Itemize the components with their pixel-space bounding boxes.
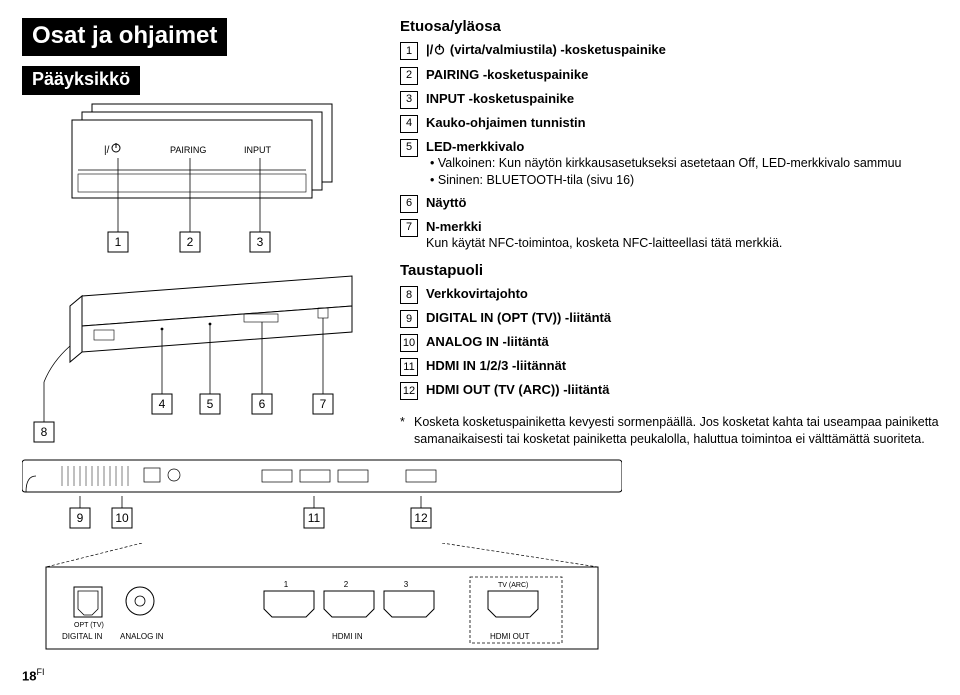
- figure-front-svg: |/ PAIRING INPUT 1 2 3: [22, 98, 372, 258]
- item-7: 7 N-merkki Kun käytät NFC-toimintoa, kos…: [400, 218, 940, 252]
- label-hdmiin: HDMI IN: [332, 632, 363, 641]
- label-11: HDMI IN 1/2/3 -liitännät: [426, 358, 566, 373]
- svg-text:|/: |/: [104, 145, 110, 156]
- label-pairing: PAIRING: [170, 145, 206, 155]
- label-10: ANALOG IN -liitäntä: [426, 334, 549, 349]
- callout-7: 7: [320, 397, 327, 411]
- page-footer: 18FI: [22, 667, 44, 683]
- page-title: Osat ja ohjaimet: [22, 18, 227, 56]
- item-10: 10 ANALOG IN -liitäntä: [400, 333, 940, 352]
- figure-front: |/ PAIRING INPUT 1 2 3: [22, 98, 372, 446]
- numbox-6: 6: [400, 195, 418, 213]
- label-2: PAIRING -kosketuspainike: [426, 67, 588, 82]
- numbox-11: 11: [400, 358, 418, 376]
- label-7: N-merkki: [426, 218, 940, 236]
- label-12: HDMI OUT (TV (ARC)) -liitäntä: [426, 382, 609, 397]
- label-hdmiout: HDMI OUT: [490, 632, 530, 641]
- callout-8: 8: [41, 425, 48, 439]
- label-tvarc: TV (ARC): [498, 582, 528, 589]
- numbox-4: 4: [400, 115, 418, 133]
- callout-9: 9: [77, 511, 84, 525]
- callout-4: 4: [159, 397, 166, 411]
- label-8: Verkkovirtajohto: [426, 286, 528, 301]
- label-1: |/ (virta/valmiustila) -kosketuspainike: [426, 42, 666, 57]
- numbox-9: 9: [400, 310, 418, 328]
- callout-10: 10: [115, 511, 129, 525]
- page-lang: FI: [36, 667, 44, 677]
- label-n3: 3: [404, 580, 409, 589]
- label-n1: 1: [284, 580, 289, 589]
- page-subtitle: Pääyksikkö: [22, 66, 140, 95]
- label-9: DIGITAL IN (OPT (TV)) -liitäntä: [426, 310, 611, 325]
- label-n2: 2: [344, 580, 349, 589]
- callout-5: 5: [207, 397, 214, 411]
- figure-rear-callouts-svg: 9 10 11 12: [22, 496, 622, 532]
- label-digital: DIGITAL IN: [62, 632, 103, 641]
- note-7: Kun käytät NFC-toimintoa, kosketa NFC-la…: [426, 235, 940, 252]
- item-1: 1 |/ (virta/valmiustila) -kosketuspainik…: [400, 41, 940, 61]
- right-column: Etuosa/yläosa 1 |/ (virta/valmiustila) -…: [400, 18, 940, 448]
- numbox-1: 1: [400, 42, 418, 60]
- item-8: 8 Verkkovirtajohto: [400, 285, 940, 304]
- numbox-3: 3: [400, 91, 418, 109]
- item-6: 6 Näyttö: [400, 194, 940, 213]
- label-6: Näyttö: [426, 195, 466, 210]
- numbox-7: 7: [400, 219, 418, 237]
- footnote: * Kosketa kosketuspainiketta kevyesti so…: [400, 414, 940, 448]
- item-2: 2 PAIRING -kosketuspainike: [400, 66, 940, 85]
- page-number: 18: [22, 668, 36, 683]
- label-4: Kauko-ohjaimen tunnistin: [426, 115, 586, 130]
- callout-12: 12: [414, 511, 428, 525]
- callout-2: 2: [187, 235, 194, 249]
- callout-3: 3: [257, 235, 264, 249]
- numbox-10: 10: [400, 334, 418, 352]
- numbox-2: 2: [400, 67, 418, 85]
- numbox-12: 12: [400, 382, 418, 400]
- item-3: 3 INPUT -kosketuspainike: [400, 90, 940, 109]
- label-5: LED-merkkivalo: [426, 138, 940, 156]
- item-9: 9 DIGITAL IN (OPT (TV)) -liitäntä: [400, 309, 940, 328]
- figure-rear-zoom-svg: OPT (TV) DIGITAL IN ANALOG IN 1 2 3 HDMI…: [22, 543, 622, 663]
- callout-1: 1: [115, 235, 122, 249]
- footnote-text: Kosketa kosketuspainiketta kevyesti sorm…: [414, 414, 940, 448]
- item-5: 5 LED-merkkivalo Valkoinen: Kun näytön k…: [400, 138, 940, 189]
- numbox-5: 5: [400, 139, 418, 157]
- label-opt: OPT (TV): [74, 622, 104, 629]
- numbox-8: 8: [400, 286, 418, 304]
- heading-rear: Taustapuoli: [400, 262, 940, 279]
- figure-rear: 9 10 11 12 OPT (TV) DIGITAL IN ANALOG IN…: [22, 458, 622, 668]
- heading-front: Etuosa/yläosa: [400, 18, 940, 35]
- footnote-mark: *: [400, 414, 414, 448]
- label-3: INPUT -kosketuspainike: [426, 91, 574, 106]
- sub-5b: Sininen: BLUETOOTH-tila (sivu 16): [426, 172, 940, 189]
- label-input: INPUT: [244, 145, 272, 155]
- sub-5a: Valkoinen: Kun näytön kirkkausasetukseks…: [426, 155, 940, 172]
- callout-6: 6: [259, 397, 266, 411]
- item-11: 11 HDMI IN 1/2/3 -liitännät: [400, 357, 940, 376]
- figure-rear-svg: [22, 458, 622, 496]
- item-12: 12 HDMI OUT (TV (ARC)) -liitäntä: [400, 381, 940, 400]
- figure-soundbar-svg: 8 4 5 6 7: [22, 266, 372, 446]
- item-4: 4 Kauko-ohjaimen tunnistin: [400, 114, 940, 133]
- callout-11: 11: [308, 511, 321, 525]
- label-analog: ANALOG IN: [120, 632, 164, 641]
